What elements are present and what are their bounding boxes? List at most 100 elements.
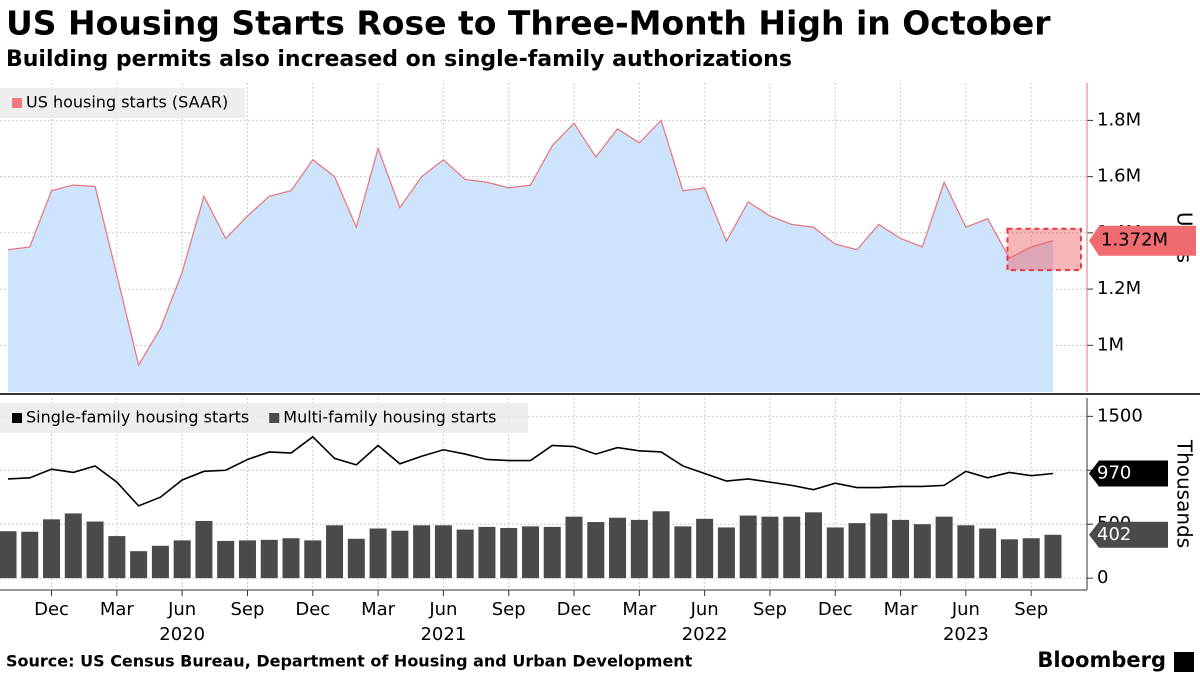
bar: [151, 545, 169, 579]
x-tick-label: Jun: [167, 599, 196, 620]
bar: [979, 528, 997, 579]
x-tick-label: Mar: [100, 599, 135, 620]
bar: [543, 526, 561, 579]
bar: [892, 519, 910, 579]
x-tick-label: Mar: [884, 599, 919, 620]
bar: [217, 540, 235, 579]
x-tick-label: Sep: [492, 599, 526, 620]
bar: [282, 538, 300, 579]
bar: [1044, 534, 1062, 579]
bar: [913, 524, 931, 579]
value-tag: [1089, 460, 1168, 487]
bar: [195, 520, 213, 579]
x-year-label: 2022: [682, 624, 728, 645]
x-year-label: 2021: [420, 624, 466, 645]
bar: [434, 525, 452, 579]
value-label: 1.372M: [1101, 230, 1168, 251]
highlight: [1006, 227, 1082, 272]
bar: [304, 540, 322, 579]
brand: Bloomberg: [1037, 648, 1166, 672]
bar: [260, 539, 278, 579]
y-tick-label: 1M: [1097, 334, 1124, 355]
bar: [783, 516, 801, 579]
y-tick-label: 1.6M: [1097, 166, 1141, 187]
value-label: 970: [1097, 463, 1131, 484]
legend-bg: [0, 88, 245, 118]
bar: [0, 531, 17, 579]
bar: [652, 511, 670, 579]
value-tag: [1089, 521, 1168, 548]
bar: [326, 525, 344, 579]
x-tick-label: Dec: [557, 599, 592, 620]
x-tick-label: Dec: [295, 599, 330, 620]
bar: [130, 551, 148, 579]
brand-logo: [1174, 652, 1194, 672]
bar: [1000, 539, 1018, 579]
bar: [739, 515, 757, 579]
bar: [935, 516, 953, 579]
bar: [108, 536, 126, 579]
x-year-label: 2020: [159, 624, 205, 645]
x-tick-label: Sep: [231, 599, 265, 620]
bar: [478, 526, 496, 579]
bar: [957, 525, 975, 579]
bar: [413, 525, 431, 579]
source: Source: US Census Bureau, Department of …: [6, 652, 693, 671]
x-tick-label: Sep: [1014, 599, 1048, 620]
bar: [848, 523, 866, 579]
bar: [587, 522, 605, 579]
line: [7, 435, 1054, 507]
bar: [86, 521, 104, 579]
y-tick-label: 1.8M: [1097, 109, 1141, 130]
bar: [238, 540, 256, 579]
x-tick-label: Jun: [428, 599, 457, 620]
legend-label: Single-family housing starts: [26, 408, 249, 427]
y-tick-label: 1.2M: [1097, 278, 1141, 299]
bar: [500, 527, 518, 579]
legend: Single-family housing starts Multi-family…: [0, 403, 528, 433]
legend-bg: [0, 403, 528, 433]
bar: [369, 528, 387, 579]
bar: [565, 516, 583, 579]
bar: [21, 531, 39, 579]
bar: [717, 527, 735, 579]
x-tick-label: Mar: [622, 599, 657, 620]
x-year-label: 2023: [943, 624, 989, 645]
y-tick-label: 0: [1097, 567, 1108, 588]
value-tag: [1089, 225, 1196, 256]
legend-label: Multi-family housing starts: [283, 408, 496, 427]
bar: [43, 519, 61, 579]
legend: US housing starts (SAAR): [0, 88, 245, 118]
bar: [521, 526, 539, 579]
title: US Housing Starts Rose to Three-Month Hi…: [6, 4, 1051, 43]
value-label: 402: [1097, 524, 1131, 545]
bar: [347, 538, 365, 579]
bar: [64, 513, 82, 579]
bar: [804, 512, 822, 579]
bar: [826, 527, 844, 579]
line: [7, 119, 1054, 367]
area: [8, 120, 1053, 393]
x-tick-label: Mar: [361, 599, 396, 620]
bar: [1022, 538, 1040, 579]
x-tick-label: Dec: [818, 599, 853, 620]
x-tick-label: Jun: [690, 599, 719, 620]
bar: [173, 540, 191, 579]
bar: [674, 526, 692, 579]
bar: [761, 516, 779, 579]
bar: [630, 519, 648, 579]
legend-swatch: [12, 98, 22, 108]
bar: [609, 517, 627, 579]
y-tick-label: 1500: [1097, 405, 1143, 426]
legend-swatch: [12, 413, 22, 423]
legend-swatch: [269, 413, 280, 423]
legend-label: US housing starts (SAAR): [26, 93, 228, 112]
subtitle: Building permits also increased on singl…: [6, 47, 792, 72]
x-tick-label: Jun: [951, 599, 980, 620]
y-axis-title: Thousands: [1173, 439, 1197, 548]
bar: [456, 529, 474, 579]
bar: [696, 518, 714, 579]
x-tick-label: Sep: [753, 599, 787, 620]
